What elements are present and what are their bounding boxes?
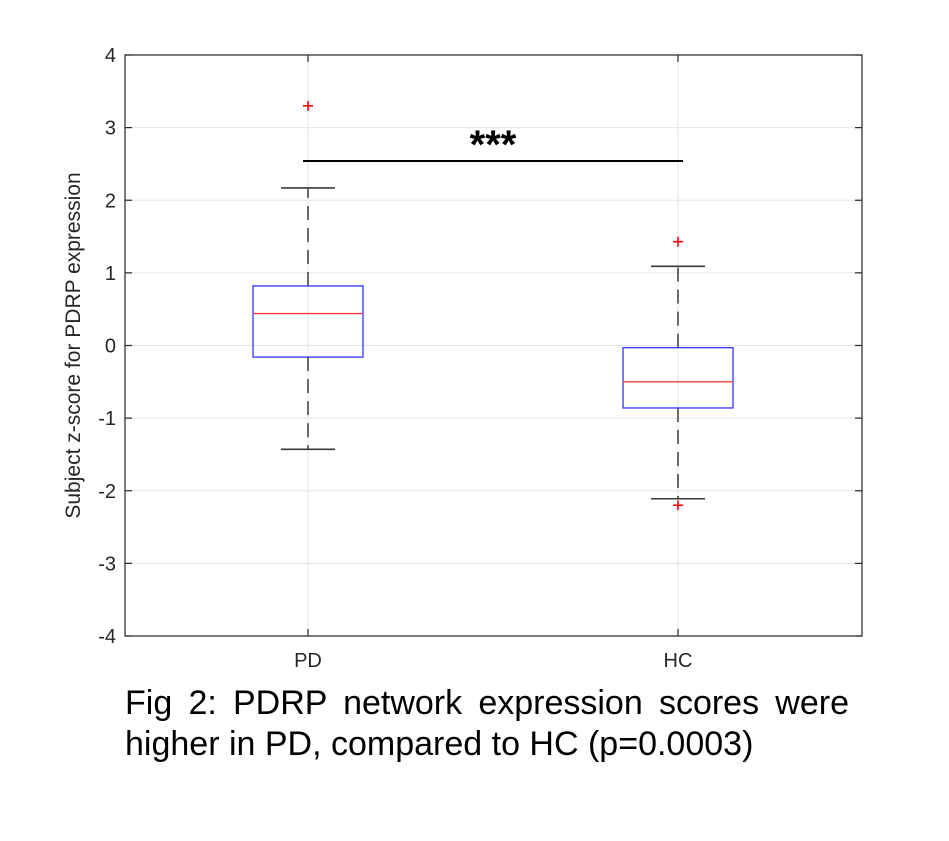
- y-tick-label: 1: [105, 263, 116, 285]
- iqr-box: [252, 285, 364, 358]
- axis-ticks: -4 -3 -2 -1 0 1 2 3 4 PD HC: [98, 45, 862, 672]
- box-plots: [252, 100, 734, 511]
- outlier-marker: [673, 236, 683, 247]
- boxplot-chart: -4 -3 -2 -1 0 1 2 3 4 PD HC *** Subject z-score fo…: [62, 45, 863, 672]
- outlier-marker: [673, 500, 683, 511]
- y-tick-label: 0: [105, 336, 116, 358]
- y-axis-label: Subject z-score for PDRP expression: [62, 172, 85, 518]
- iqr-box: [622, 347, 734, 409]
- box-hc: [622, 236, 734, 511]
- y-tick-label: 4: [105, 45, 116, 67]
- y-tick-label: -2: [98, 481, 116, 503]
- y-tick-label: -4: [98, 626, 116, 648]
- x-tick-label: HC: [664, 650, 693, 672]
- y-tick-label: -3: [98, 553, 116, 575]
- y-tick-label: 3: [105, 118, 116, 140]
- y-tick-label: -1: [98, 408, 116, 430]
- significance-annotation: ***: [303, 123, 683, 167]
- x-tick-label: PD: [294, 650, 322, 672]
- outlier-marker: [303, 100, 313, 111]
- figure-caption: Fig 2: PDRP network expression scores we…: [125, 684, 849, 763]
- box-pd: [252, 100, 364, 451]
- significance-stars: ***: [470, 123, 517, 167]
- y-tick-label: 2: [105, 190, 116, 212]
